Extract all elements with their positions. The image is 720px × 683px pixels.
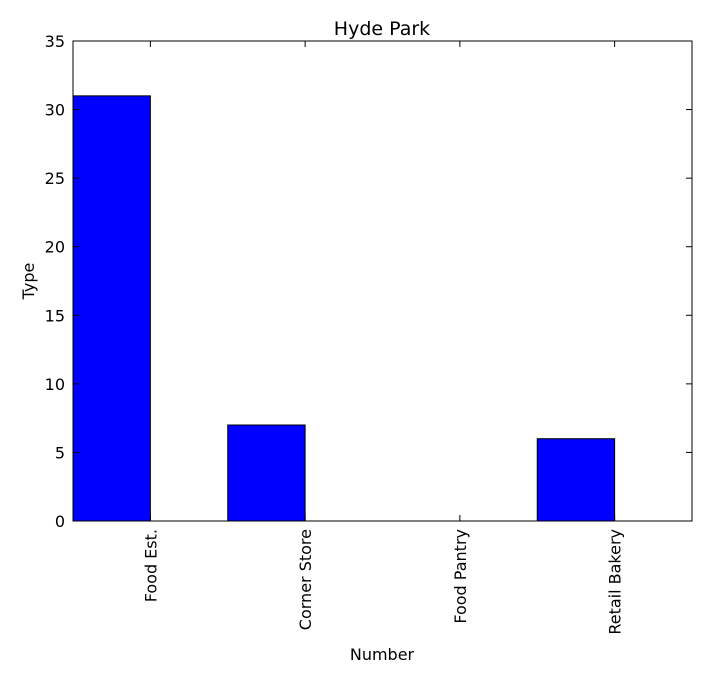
x-tick-label: Corner Store <box>296 529 315 630</box>
y-tick-label: 15 <box>45 306 65 325</box>
bar <box>536 438 616 522</box>
y-tick-label: 20 <box>45 238 65 257</box>
bar <box>72 95 151 522</box>
y-tick-label: 10 <box>45 375 65 394</box>
y-tick-label: 35 <box>45 32 65 51</box>
y-tick-label: 5 <box>55 443 65 462</box>
bar-group <box>72 95 616 522</box>
y-axis-label: Type <box>19 263 38 301</box>
x-axis-label: Number <box>350 645 415 664</box>
tick-group: Food Est. Corner Store Food Pantry Retail B… <box>45 32 692 635</box>
y-tick-label: 0 <box>55 512 65 531</box>
y-tick-label: 25 <box>45 169 65 188</box>
x-tick-label: Retail Bakery <box>606 529 625 635</box>
bar <box>227 424 306 522</box>
chart-title: Hyde Park <box>334 18 430 40</box>
x-tick-label: Food Est. <box>141 529 160 602</box>
y-tick-label: 30 <box>45 101 65 120</box>
x-tick-label: Food Pantry <box>451 529 470 624</box>
plot-frame <box>72 40 693 522</box>
